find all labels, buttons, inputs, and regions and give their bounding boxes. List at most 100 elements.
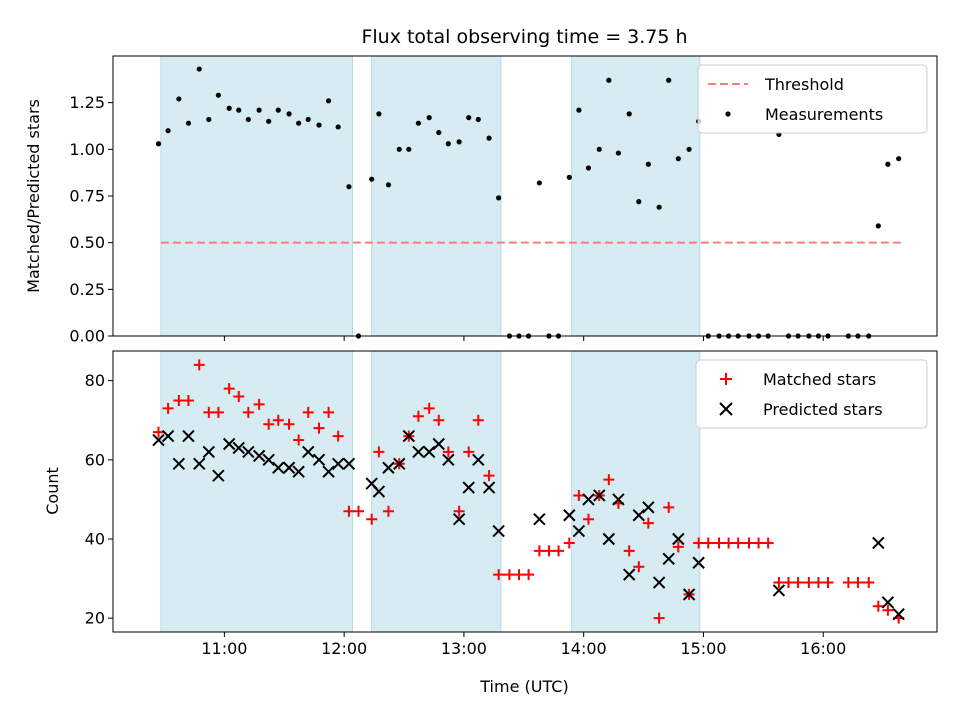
predicted-star-marker bbox=[612, 493, 625, 506]
matched-star-marker bbox=[433, 414, 445, 426]
y-tick-label: 0.00 bbox=[69, 327, 105, 346]
measurement-point bbox=[675, 156, 681, 162]
matched-star-marker bbox=[343, 505, 355, 517]
x-tick-label: 16:00 bbox=[800, 639, 846, 658]
matched-star-marker bbox=[623, 545, 635, 557]
measurement-point bbox=[296, 120, 302, 126]
measurement-point bbox=[436, 129, 442, 136]
predicted-star-marker bbox=[632, 509, 645, 522]
x-tick-label: 12:00 bbox=[321, 639, 367, 658]
measurement-point bbox=[196, 66, 202, 72]
matched-star-marker bbox=[762, 537, 774, 549]
predicted-star-marker bbox=[881, 596, 895, 609]
matched-star-marker bbox=[373, 446, 385, 458]
predicted-star-marker bbox=[252, 449, 266, 463]
matched-star-marker bbox=[353, 505, 365, 517]
predicted-star-marker bbox=[242, 445, 255, 459]
predicted-star-marker bbox=[302, 445, 315, 459]
y-tick-label: 60 bbox=[85, 450, 105, 469]
predicted-star-marker bbox=[222, 437, 236, 451]
predicted-star-marker bbox=[393, 457, 406, 471]
measurement-point bbox=[256, 107, 262, 113]
measurement-point bbox=[496, 195, 502, 201]
measurement-point bbox=[536, 180, 542, 186]
matched-star-marker bbox=[513, 569, 525, 581]
matched-star-marker bbox=[633, 561, 645, 573]
matched-star-marker bbox=[543, 545, 555, 557]
measurement-point bbox=[396, 146, 402, 152]
predicted-star-marker bbox=[272, 461, 285, 474]
matched-star-marker bbox=[573, 489, 585, 501]
predicted-star-marker bbox=[892, 607, 905, 621]
predicted-star-marker bbox=[312, 453, 326, 467]
matched-star-marker bbox=[423, 402, 435, 414]
predicted-star-marker bbox=[492, 524, 505, 538]
matched-star-marker bbox=[463, 446, 475, 458]
measurement-point bbox=[165, 128, 171, 134]
top-plot-frame bbox=[112, 55, 938, 337]
legend-predicted-swatch bbox=[719, 402, 733, 416]
predicted-star-marker bbox=[193, 457, 206, 471]
matched-star-marker bbox=[382, 505, 394, 517]
y-tick-label: 1.25 bbox=[69, 93, 105, 112]
matched-star-marker bbox=[242, 406, 254, 418]
predicted-star-marker bbox=[152, 433, 165, 447]
observing-window-1 bbox=[371, 350, 502, 633]
matched-star-marker bbox=[863, 577, 875, 589]
top-panel: Flux total observing time = 3.75 h 0.00 0… bbox=[24, 26, 938, 346]
matched-star-marker bbox=[732, 537, 744, 549]
predicted-star-marker bbox=[282, 461, 296, 474]
measurement-point bbox=[666, 77, 672, 83]
matched-star-marker bbox=[782, 577, 794, 589]
predicted-star-marker bbox=[602, 532, 616, 546]
predicted-star-marker bbox=[672, 532, 685, 546]
measurement-point bbox=[475, 116, 481, 123]
measurement-point bbox=[426, 115, 432, 121]
matched-star-marker bbox=[743, 537, 755, 549]
predicted-star-marker bbox=[533, 512, 546, 526]
matched-star-marker bbox=[493, 569, 505, 581]
observing-window-2 bbox=[571, 350, 701, 633]
predicted-star-marker bbox=[212, 469, 225, 482]
observing-window-2 bbox=[571, 55, 701, 337]
measurement-point bbox=[686, 146, 692, 152]
predicted-star-marker bbox=[232, 441, 245, 455]
predicted-star-marker bbox=[202, 445, 216, 459]
measurement-point bbox=[305, 116, 311, 123]
bottom-plot-frame bbox=[112, 350, 938, 633]
predicted-star-marker bbox=[682, 588, 696, 601]
measurement-point bbox=[615, 150, 622, 156]
matched-star-marker bbox=[523, 569, 535, 581]
top-legend-box bbox=[697, 64, 928, 134]
matched-star-marker bbox=[842, 577, 854, 589]
predicted-star-marker bbox=[622, 568, 636, 581]
predicted-star-marker bbox=[563, 509, 576, 522]
measurement-point bbox=[606, 77, 612, 83]
predicted-star-marker bbox=[342, 457, 356, 471]
measurement-points bbox=[155, 66, 902, 339]
chart-title: Flux total observing time = 3.75 h bbox=[361, 26, 687, 48]
predicted-star-marker bbox=[593, 489, 606, 502]
matched-star-marker bbox=[872, 600, 884, 612]
predicted-star-marker bbox=[452, 512, 466, 526]
measurement-point bbox=[656, 204, 662, 210]
matched-star-marker bbox=[263, 418, 275, 430]
predicted-star-marker bbox=[642, 501, 655, 514]
matched-star-marker bbox=[442, 446, 454, 458]
top-legend: Threshold Measurements bbox=[697, 64, 928, 134]
measurement-point bbox=[626, 111, 632, 117]
measurement-point bbox=[406, 146, 412, 152]
measurement-point bbox=[896, 156, 902, 162]
bottom-y-axis-label: Count bbox=[43, 467, 62, 515]
y-tick-label: 20 bbox=[85, 609, 105, 628]
measurement-point bbox=[566, 174, 572, 180]
measurement-point bbox=[645, 161, 651, 167]
y-tick-label: 0.50 bbox=[69, 233, 105, 252]
predicted-star-marker bbox=[582, 493, 595, 506]
matched-stars-markers bbox=[153, 359, 905, 624]
measurement-point bbox=[875, 223, 881, 229]
measurement-point bbox=[286, 111, 292, 117]
observing-window-0 bbox=[160, 350, 354, 633]
matched-star-marker bbox=[293, 434, 305, 446]
